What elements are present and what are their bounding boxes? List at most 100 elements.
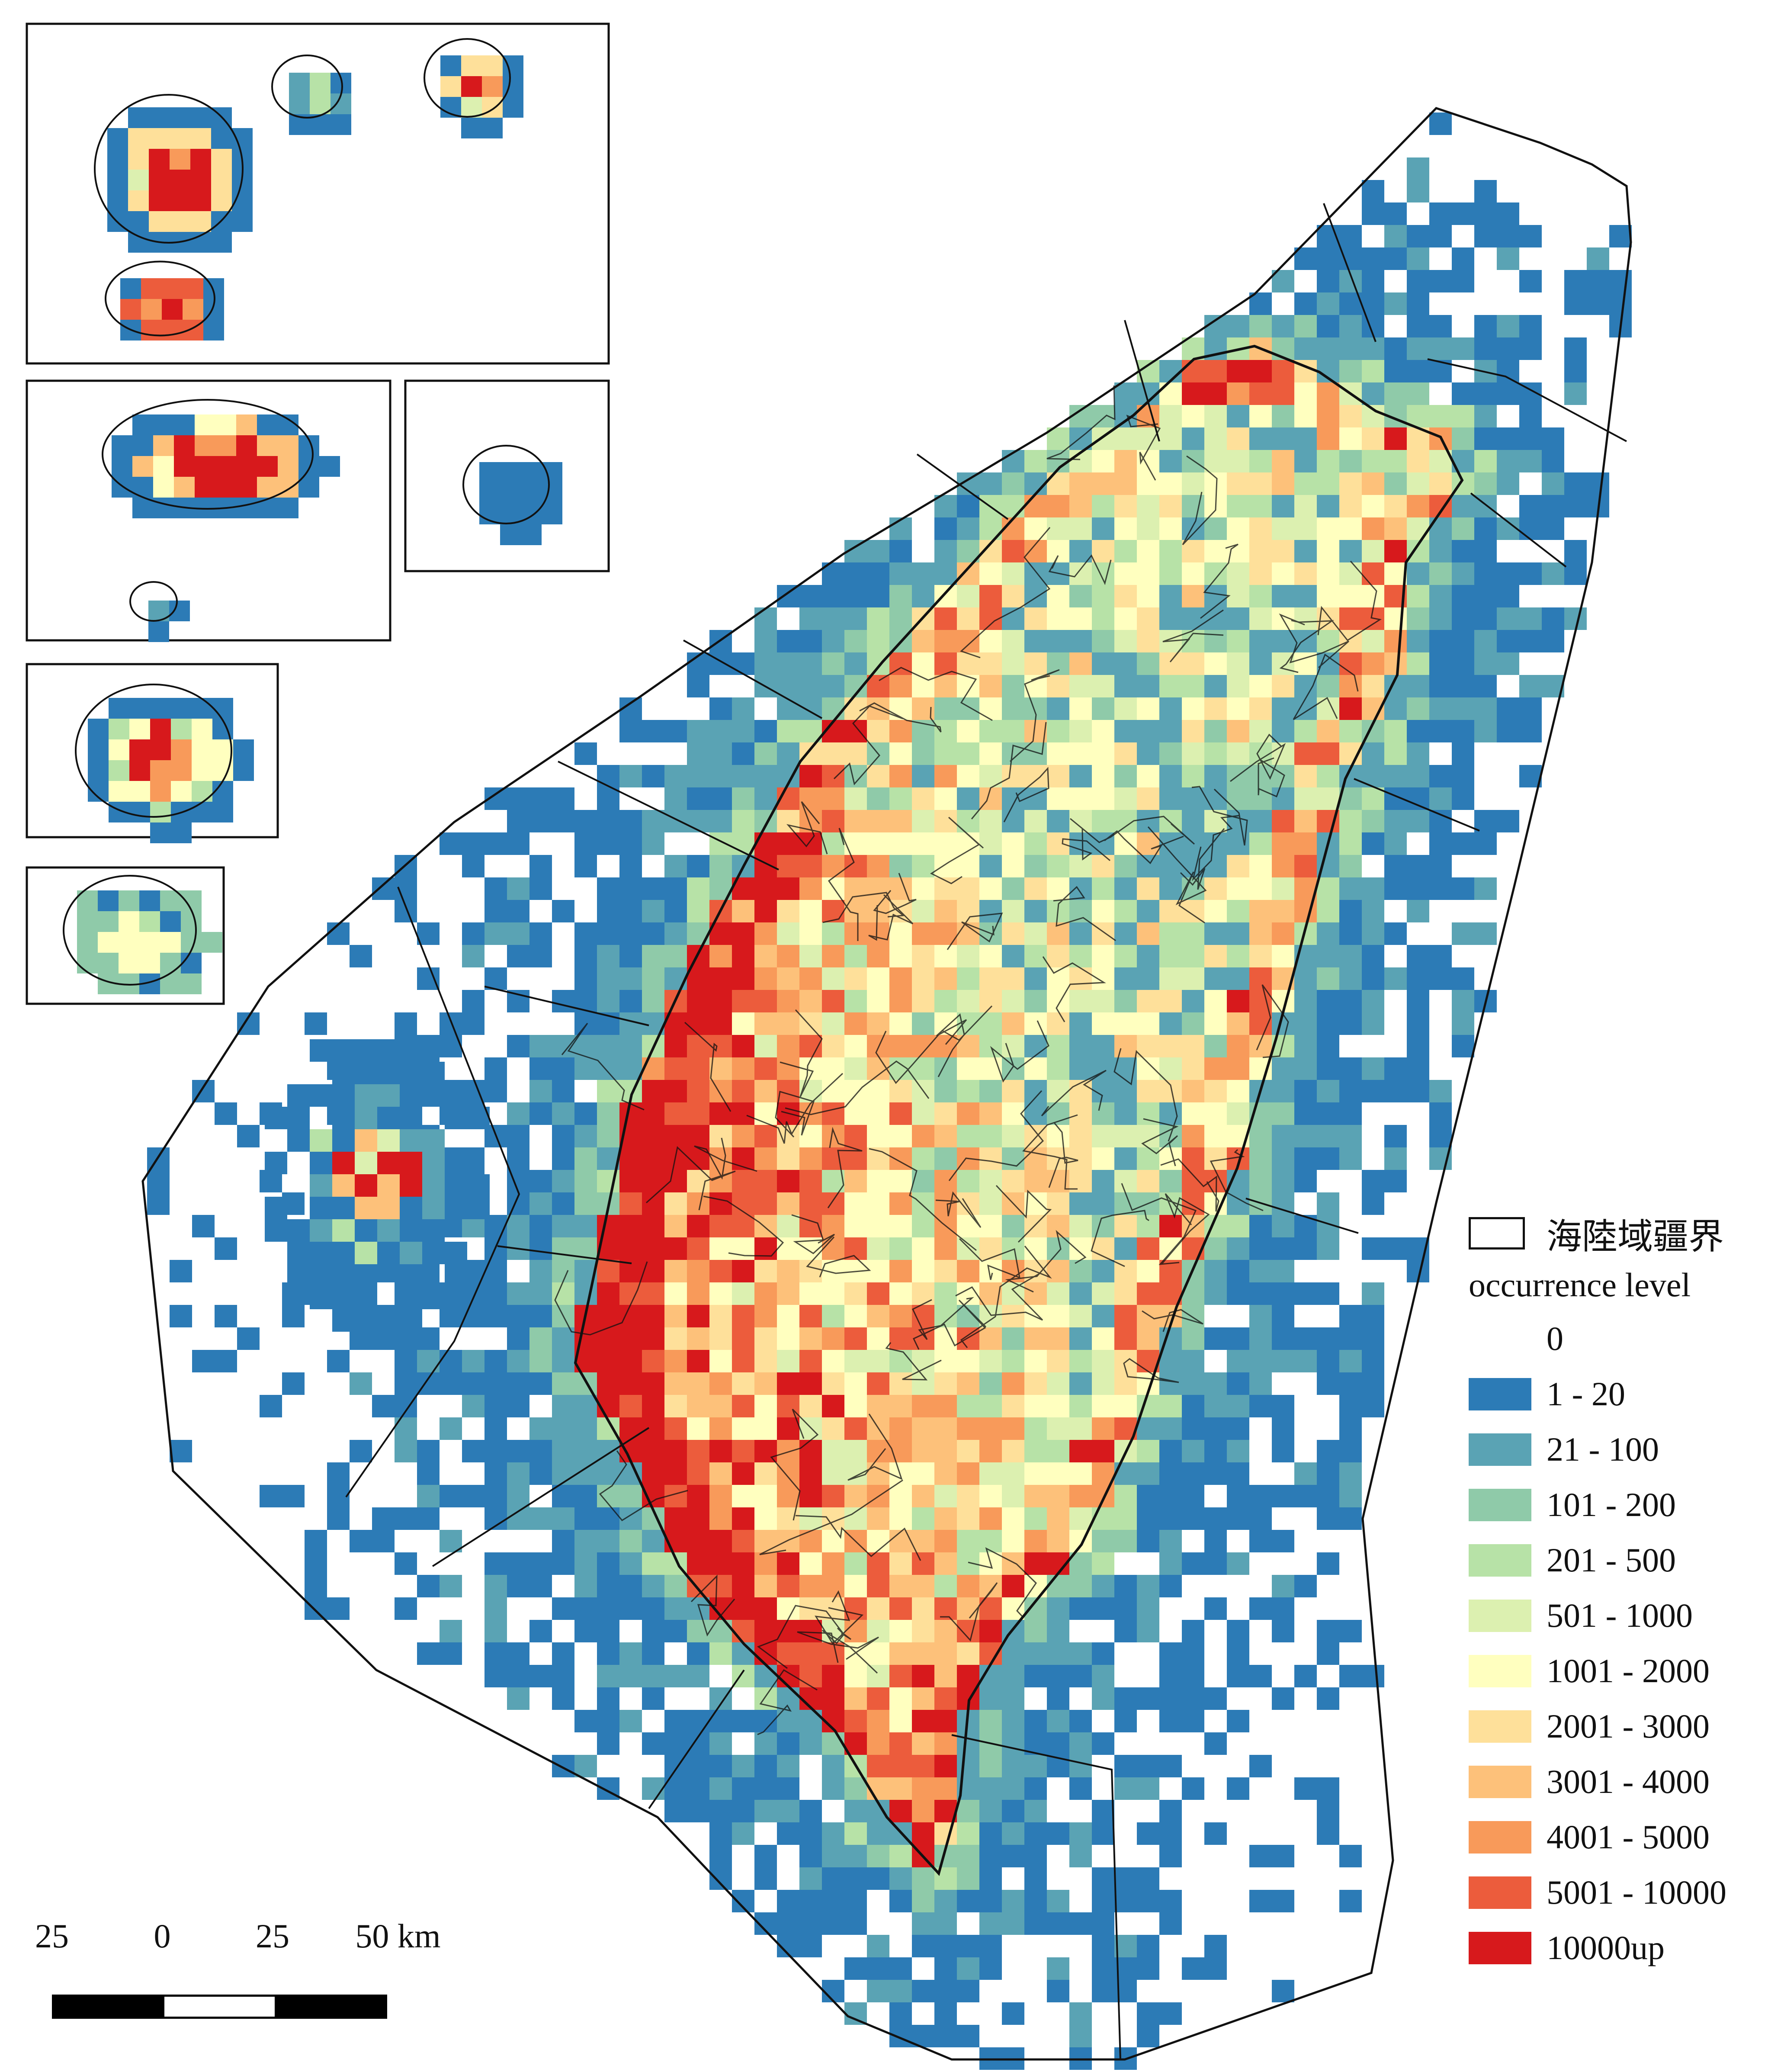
grid-cell [822,1867,844,1890]
grid-cell [1069,652,1092,675]
grid-cell [1272,1102,1294,1125]
grid-cell [844,810,867,832]
grid-cell [310,1197,332,1219]
grid-cell [687,1552,709,1575]
grid-cell [1362,427,1384,450]
grid-cell [754,1462,777,1485]
grid-cell [332,1309,355,1332]
grid-cell [1069,630,1092,652]
scale-label-end: 50 km [355,1917,441,1955]
grid-cell [1002,585,1024,607]
grid-cell [754,742,777,765]
legend-item-label: 2001 - 3000 [1547,1707,1710,1745]
grid-cell [889,1215,912,1237]
grid-cell [1182,810,1204,832]
grid-cell [889,1980,912,2002]
township-line [948,1090,1044,1181]
grid-cell [1069,1350,1092,1372]
grid-cell [934,697,957,720]
grid-cell [619,922,642,945]
grid-cell [957,1395,979,1417]
grid-cell [529,1327,552,1350]
grid-cell [799,1192,822,1215]
grid-cell [1092,1957,1114,1980]
grid-cell [1137,945,1159,967]
inset-cell [88,719,109,739]
grid-cell [597,787,619,810]
inset-cell [162,278,183,299]
grid-cell [1204,1552,1227,1575]
grid-cell [1339,405,1362,427]
grid-cell [1294,1057,1317,1080]
grid-cell [1317,1327,1339,1350]
grid-cell [1384,427,1407,450]
grid-cell [979,877,1002,900]
grid-cell [1182,405,1204,427]
grid-cell [529,1215,552,1237]
grid-cell [754,1755,777,1777]
township-line [646,1146,736,1211]
grid-cell [332,1197,355,1219]
grid-cell [889,1417,912,1440]
grid-cell [1497,472,1519,495]
grid-cell [377,1062,400,1084]
grid-cell [912,1710,934,1732]
grid-cell [934,1755,957,1777]
grid-cell [957,1417,979,1440]
inset-cell [171,781,192,802]
grid-cell [1272,675,1294,697]
grid-cell [1114,1102,1137,1125]
grid-cell [619,765,642,787]
grid-cell [687,1710,709,1732]
inset-boundary [462,445,550,524]
grid-cell [1227,1372,1249,1395]
grid-cell [1069,517,1092,540]
inset-cell [162,320,183,341]
grid-cell [957,1642,979,1665]
grid-cell [1159,1665,1182,1687]
grid-cell [1137,742,1159,765]
grid-cell [912,765,934,787]
grid-cell [1024,877,1047,900]
grid-cell [597,1597,619,1620]
grid-cell [597,945,619,967]
inset-cell [109,719,129,739]
grid-cell [1407,517,1429,540]
grid-cell [1452,1035,1474,1057]
inset-cell [482,55,503,76]
grid-cell [1294,1665,1317,1687]
grid-cell [1429,472,1452,495]
grid-cell [1114,945,1137,967]
grid-cell [754,900,777,922]
grid-cell [1114,652,1137,675]
grid-cell [597,810,619,832]
grid-cell [462,1440,485,1462]
grid-cell [1452,270,1474,292]
grid-cell [1294,1237,1317,1260]
grid-cell [1317,900,1339,922]
township-line [869,1148,977,1251]
township-line [960,527,1051,659]
grid-cell [1182,427,1204,450]
grid-cell [1407,967,1429,990]
grid-cell [1249,877,1272,900]
grid-cell [305,1597,327,1620]
grid-cell [1407,1080,1429,1102]
township-line [757,1605,845,1669]
grid-cell [1384,247,1407,270]
grid-cell [1362,832,1384,855]
grid-cell [822,652,844,675]
grid-cell [1002,1800,1024,1822]
grid-cell [355,1129,377,1152]
grid-cell [934,720,957,742]
grid-cell [957,1890,979,1912]
grid-cell [597,1642,619,1665]
grid-cell [934,1575,957,1597]
grid-cell [754,720,777,742]
grid-cell [664,810,687,832]
grid-cell [1519,450,1542,472]
grid-cell [1564,607,1587,630]
grid-cell [709,1710,732,1732]
grid-cell [1069,1305,1092,1327]
grid-cell [1137,1755,1159,1777]
